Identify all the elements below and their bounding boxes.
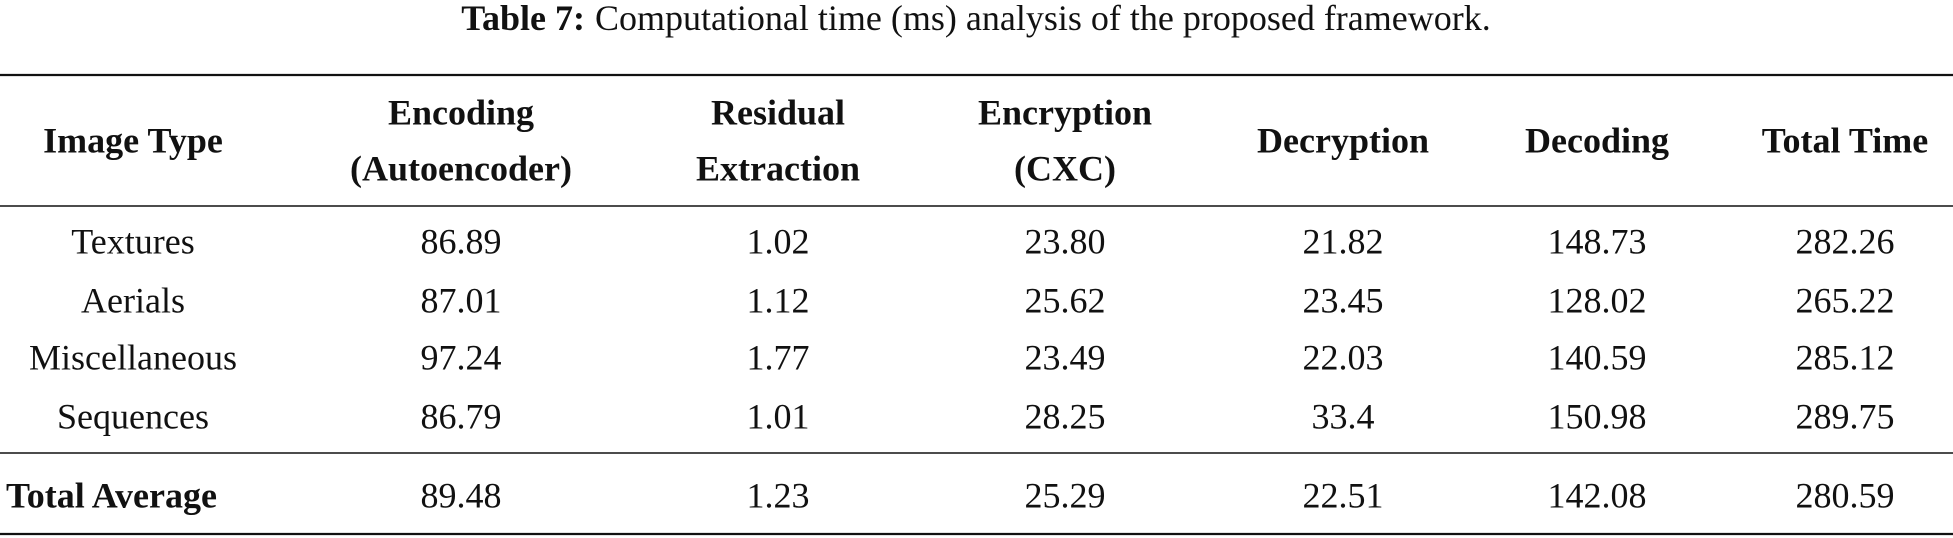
column-header: Image Type [43, 120, 223, 160]
column-header: Decryption [1257, 120, 1429, 160]
footer-cell: 25.29 [1025, 475, 1106, 515]
table-cell: 1.77 [747, 337, 810, 377]
table-cell: 1.02 [747, 221, 810, 261]
footer-cell: 89.48 [421, 475, 502, 515]
table-cell: 86.79 [421, 396, 502, 436]
footer-cell: 22.51 [1303, 475, 1384, 515]
footer-cell: 280.59 [1796, 475, 1895, 515]
caption-text: Computational time (ms) analysis of the … [595, 0, 1491, 38]
footer-cell: 1.23 [747, 475, 810, 515]
caption-label: Table 7: [461, 0, 585, 38]
table-cell: 86.89 [421, 221, 502, 261]
table-cell: 33.4 [1312, 396, 1375, 436]
column-header: Total Time [1762, 120, 1928, 160]
column-header: (Autoencoder) [350, 148, 572, 188]
column-header: Encoding [388, 92, 534, 132]
row-label: Textures [71, 221, 194, 261]
caption: Table 7: Computational time (ms) analysis… [461, 0, 1491, 38]
table-cell: 22.03 [1303, 337, 1384, 377]
column-header: Encryption [978, 92, 1152, 132]
table-cell: 1.12 [747, 280, 810, 320]
table-cell: 148.73 [1548, 221, 1647, 261]
footer-cell: 142.08 [1548, 475, 1647, 515]
table-cell: 23.49 [1025, 337, 1106, 377]
row-label: Miscellaneous [29, 337, 237, 377]
table-cell: 140.59 [1548, 337, 1647, 377]
table-cell: 1.01 [747, 396, 810, 436]
row-label: Aerials [81, 280, 185, 320]
footer-label: Total Average [6, 475, 217, 515]
table-cell: 97.24 [421, 337, 502, 377]
table-cell: 28.25 [1025, 396, 1106, 436]
table-cell: 25.62 [1025, 280, 1106, 320]
table-cell: 265.22 [1796, 280, 1895, 320]
table-cell: 282.26 [1796, 221, 1895, 261]
table-cell: 23.80 [1025, 221, 1106, 261]
column-header: Extraction [696, 148, 860, 188]
column-header: Decoding [1525, 120, 1669, 160]
table-cell: 87.01 [421, 280, 502, 320]
column-header: (CXC) [1014, 148, 1116, 188]
table-cell: 23.45 [1303, 280, 1384, 320]
table-cell: 289.75 [1796, 396, 1895, 436]
table-cell: 285.12 [1796, 337, 1895, 377]
table-cell: 150.98 [1548, 396, 1647, 436]
table-cell: 21.82 [1303, 221, 1384, 261]
column-header: Residual [711, 92, 845, 132]
row-label: Sequences [57, 396, 209, 436]
table-cell: 128.02 [1548, 280, 1647, 320]
